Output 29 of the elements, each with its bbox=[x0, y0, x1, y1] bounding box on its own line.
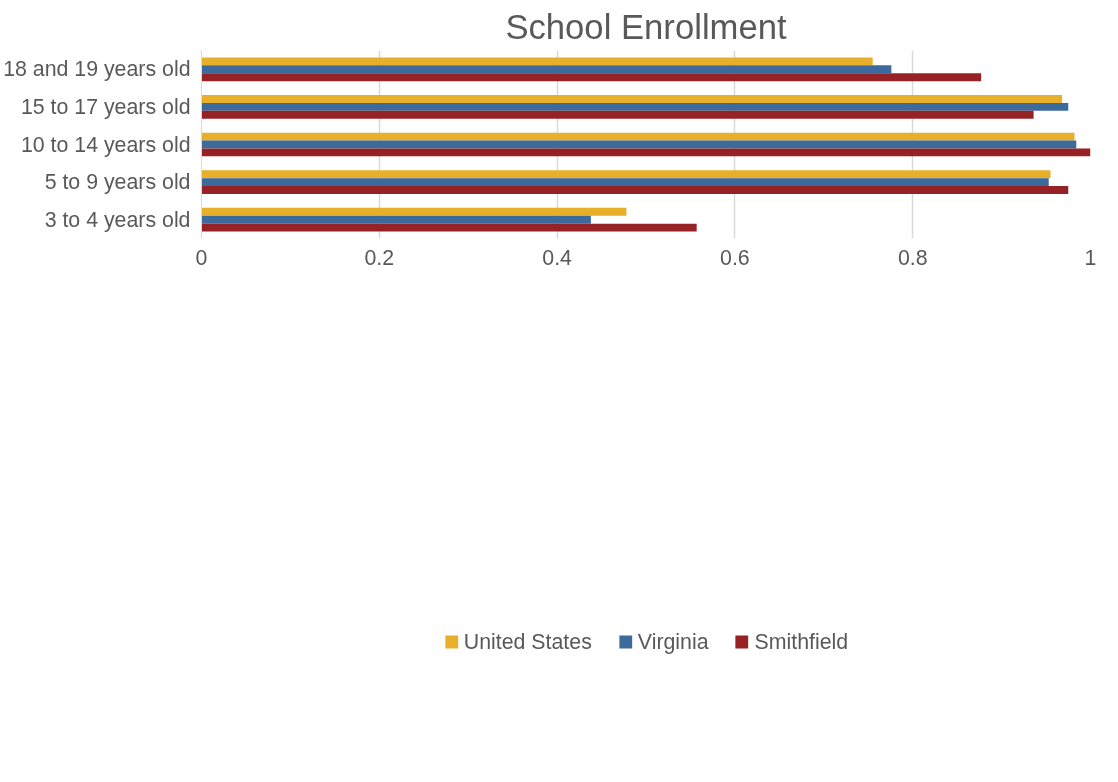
legend-label: United States bbox=[463, 629, 592, 655]
bar bbox=[201, 178, 1049, 187]
x-tick-label: 1 bbox=[1084, 245, 1097, 270]
bar bbox=[201, 170, 1051, 179]
y-tick-label: 15 to 17 years old bbox=[20, 94, 191, 119]
legend-label: Smithfield bbox=[754, 629, 849, 655]
bar bbox=[201, 95, 1063, 103]
y-tick-label: 3 to 4 years old bbox=[44, 207, 191, 232]
y-tick-label: 5 to 9 years old bbox=[44, 170, 191, 195]
y-tick-label: 18 and 19 years old bbox=[3, 57, 191, 82]
x-tick-label: 0.6 bbox=[720, 245, 750, 270]
bar bbox=[201, 223, 697, 232]
x-tick-label: 0.8 bbox=[897, 245, 928, 270]
legend-label: Virginia bbox=[637, 629, 709, 655]
bar bbox=[201, 110, 1034, 119]
x-tick-label: 0 bbox=[195, 245, 208, 270]
bar bbox=[201, 65, 892, 74]
x-tick-label: 0.2 bbox=[364, 245, 395, 270]
chart-title: School Enrollment bbox=[505, 7, 787, 46]
y-tick-label: 10 to 14 years old bbox=[20, 132, 191, 157]
bar bbox=[201, 148, 1091, 157]
bar bbox=[201, 215, 591, 224]
bar bbox=[201, 207, 627, 216]
bar bbox=[201, 73, 982, 82]
x-tick-label: 0.4 bbox=[542, 245, 573, 270]
bar bbox=[201, 132, 1075, 141]
bar bbox=[201, 102, 1069, 111]
bar bbox=[201, 186, 1069, 194]
bar bbox=[201, 57, 873, 66]
